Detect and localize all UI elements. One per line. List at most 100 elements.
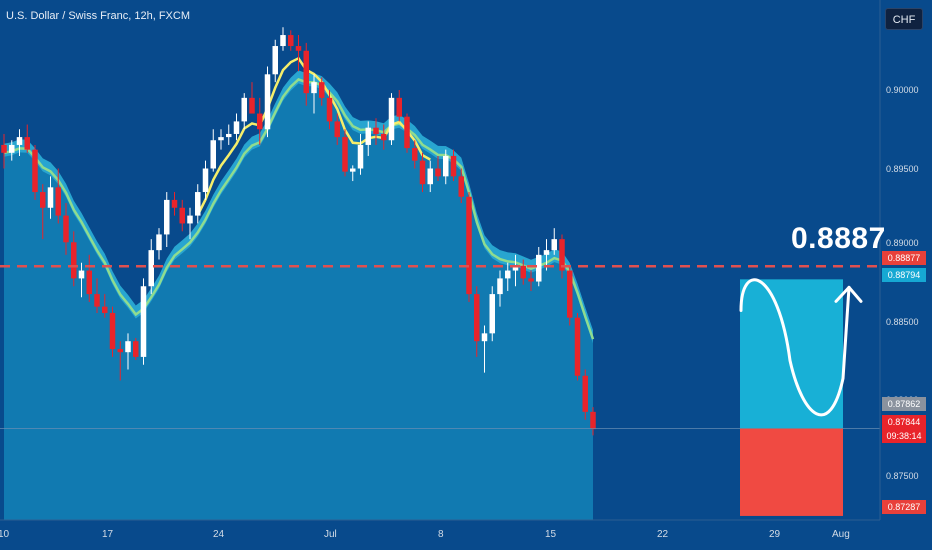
down-candle (582, 369, 588, 420)
down-candle (303, 42, 309, 106)
up-candle (357, 133, 364, 175)
down-candle (55, 168, 61, 224)
up-candle (280, 27, 286, 51)
up-candle (164, 192, 170, 247)
time-tick: Aug (832, 529, 850, 540)
down-candle (257, 97, 263, 145)
up-candle (481, 325, 488, 373)
down-candle (326, 90, 333, 130)
down-candle (179, 199, 185, 232)
down-candle (32, 144, 38, 200)
down-candle (404, 113, 410, 153)
down-candle (63, 203, 69, 255)
down-candle (412, 140, 418, 169)
down-candle (94, 278, 100, 313)
up-candle (427, 160, 433, 193)
down-candle (373, 118, 379, 145)
up-candle (272, 39, 278, 83)
price-tick: 0.90000 (886, 85, 919, 95)
projection-swing (739, 278, 851, 417)
ma-price-tag: 0.88794 (882, 268, 926, 282)
up-candle (210, 129, 216, 172)
down-candle (466, 192, 472, 302)
up-candle (489, 286, 495, 342)
stop-zone (740, 428, 843, 516)
stop-price-tag: 0.87287 (882, 500, 926, 514)
down-candle (450, 149, 457, 182)
time-tick: 17 (102, 529, 114, 540)
up-candle (388, 93, 395, 145)
target-price-tag: 0.88877 (882, 251, 926, 265)
up-candle (156, 228, 162, 260)
down-candle (396, 90, 402, 122)
down-candle (567, 265, 573, 326)
down-candle (86, 254, 92, 302)
time-tick: 10 (0, 529, 10, 540)
time-tick: 24 (213, 529, 225, 540)
up-candle (505, 262, 511, 291)
down-candle (24, 124, 30, 153)
down-candle (528, 270, 534, 291)
down-candle (474, 286, 480, 357)
up-candle (187, 207, 193, 240)
down-candle (288, 30, 294, 51)
down-candle (574, 312, 581, 381)
up-candle (9, 140, 15, 161)
time-tick: 8 (438, 529, 444, 540)
time-axis-bg (0, 521, 932, 550)
up-candle (512, 254, 519, 287)
down-candle (435, 155, 441, 182)
down-candle (171, 192, 178, 216)
up-candle (140, 278, 147, 365)
down-candle (419, 152, 426, 193)
up-candle (241, 93, 247, 130)
time-tick: 15 (545, 529, 557, 540)
price-tick: 0.89500 (886, 164, 919, 174)
time-tick: 22 (657, 529, 669, 540)
up-candle (47, 176, 54, 219)
price-tick: 0.87500 (886, 471, 919, 481)
down-candle (1, 133, 7, 169)
projection-arrow-icon (834, 285, 863, 303)
up-candle (350, 165, 356, 182)
down-candle (295, 35, 302, 72)
down-candle (334, 113, 340, 145)
down-candle (319, 77, 325, 106)
target-price-label: 0.8887 (791, 222, 886, 255)
down-candle (117, 341, 123, 381)
price-tick: 0.89000 (886, 238, 919, 248)
up-candle (218, 129, 224, 150)
up-candle (78, 262, 85, 298)
target-zone (740, 279, 843, 429)
down-candle (590, 407, 596, 436)
down-candle (458, 168, 464, 204)
price-tick: 0.88500 (886, 317, 919, 327)
last-price-tag: 0.87844 (882, 415, 926, 429)
down-candle (381, 124, 387, 150)
currency-button[interactable]: CHF (885, 8, 923, 30)
up-candle (148, 239, 154, 295)
time-tick: Jul (324, 529, 337, 540)
up-candle (443, 149, 449, 185)
down-candle (559, 234, 565, 279)
down-candle (109, 306, 116, 357)
down-candle (133, 338, 139, 361)
up-candle (226, 124, 232, 145)
up-candle (233, 113, 240, 141)
previous-close-tag: 0.87862 (882, 397, 926, 411)
up-candle (264, 66, 271, 138)
down-candle (249, 82, 255, 114)
up-candle (311, 74, 317, 114)
up-candle (125, 333, 131, 370)
up-candle (536, 247, 542, 287)
down-candle (102, 294, 108, 318)
down-candle (40, 184, 46, 240)
slow-ma-line (3, 77, 595, 340)
up-candle (365, 121, 371, 156)
time-tick: 29 (769, 529, 781, 540)
chart-title: U.S. Dollar / Swiss Franc, 12h, FXCM (6, 10, 190, 22)
up-candle (202, 160, 209, 200)
down-candle (71, 231, 77, 287)
